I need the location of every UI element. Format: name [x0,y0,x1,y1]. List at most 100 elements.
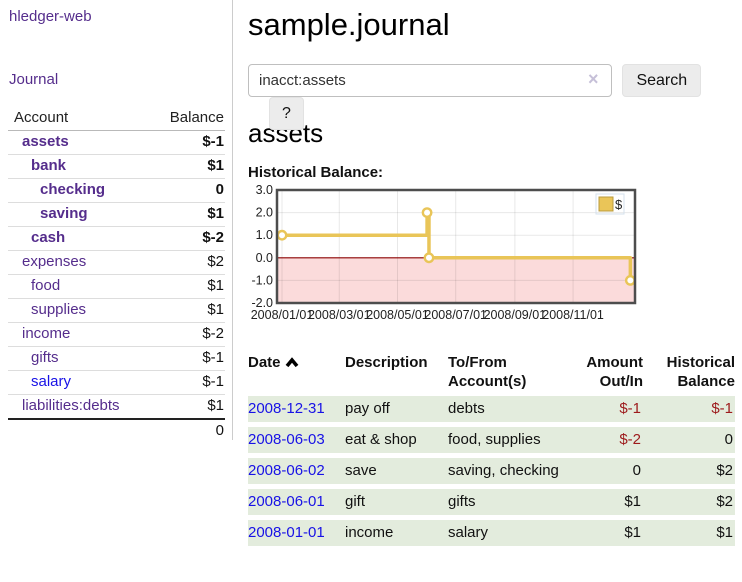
transaction-balance: $-1 [643,396,735,422]
account-balance: $1 [148,154,225,179]
account-name-cell: cash [8,226,149,251]
svg-text:2.0: 2.0 [256,206,273,220]
svg-text:-2.0: -2.0 [251,296,273,310]
transaction-amount: $1 [563,489,643,515]
nav-journal-link[interactable]: Journal [9,71,59,88]
accounts-header-row: Account Balance [8,106,225,131]
transaction-description: income [345,520,448,546]
transaction-description: eat & shop [345,427,448,453]
transaction-date: 2008-01-01 [248,520,345,546]
register-table: Date Description To/From Account(s) Amou… [248,348,735,551]
register-header-tofrom: To/From Account(s) [448,354,527,390]
transaction-balance: $2 [643,489,735,515]
transaction-balance: $1 [643,520,735,546]
page-title: sample.journal [248,7,450,42]
transaction-accounts: saving, checking [448,458,563,484]
account-link[interactable]: liabilities:debts [22,397,120,414]
svg-text:2008/03/01: 2008/03/01 [308,308,371,322]
account-balance: $-1 [148,130,225,155]
transaction-date-link[interactable]: 2008-01-01 [248,524,325,541]
account-balance: $1 [148,274,225,299]
account-name-cell: assets [8,130,149,155]
account-link[interactable]: bank [31,157,67,174]
search-input[interactable] [248,64,612,97]
svg-text:2008/01/01: 2008/01/01 [251,308,314,322]
svg-text:$: $ [615,197,623,212]
register-header-balance: Historical Balance [666,354,735,390]
transaction-description: pay off [345,396,448,422]
svg-text:0.0: 0.0 [256,251,273,265]
account-name-cell: bank [8,154,149,179]
transaction-amount: 0 [563,458,643,484]
search-button[interactable]: Search [622,64,702,97]
transaction-accounts: food, supplies [448,427,563,453]
account-name-cell: salary [8,370,149,395]
accounts-header-account: Account [8,106,149,131]
account-balance: $1 [148,298,225,323]
account-row: supplies $1 [8,298,225,323]
account-balance: $-2 [148,226,225,251]
clear-search-icon[interactable]: × [588,69,599,89]
svg-text:2008/05/01: 2008/05/01 [366,308,429,322]
register-row: 2008-06-03 eat & shop food, supplies $-2 0 [248,427,735,453]
transaction-date-link[interactable]: 2008-06-01 [248,493,325,510]
register-header-row: Date Description To/From Account(s) Amou… [248,353,735,391]
transaction-description: gift [345,489,448,515]
app-brand-link[interactable]: hledger-web [9,8,92,25]
transaction-date: 2008-12-31 [248,396,345,422]
account-name-cell: checking [8,178,149,203]
transaction-accounts: debts [448,396,563,422]
account-row: food $1 [8,274,225,299]
account-link[interactable]: food [31,277,61,294]
transaction-date-link[interactable]: 2008-06-03 [248,431,325,448]
register-header-date[interactable]: Date [248,353,345,391]
transaction-description: save [345,458,448,484]
account-link[interactable]: income [22,325,71,342]
svg-text:1.0: 1.0 [256,228,273,242]
register-row: 2008-12-31 pay off debts $-1 $-1 [248,396,735,422]
register-header-description: Description [345,354,428,371]
accounts-header-balance: Balance [148,106,225,131]
account-row: expenses $2 [8,250,225,275]
account-link[interactable]: gifts [31,349,59,366]
account-name-cell: gifts [8,346,149,371]
accounts-total-value: 0 [148,418,225,443]
register-row: 2008-01-01 income salary $1 $1 [248,520,735,546]
transaction-amount: $-2 [563,427,643,453]
transaction-accounts: salary [448,520,563,546]
chart-svg: $3.0 2.0 1.0 0.0 -1.0 -2.02008/01/012008/03/0… [251,183,637,322]
transaction-accounts: gifts [448,489,563,515]
svg-text:2008/11/01: 2008/11/01 [542,308,604,322]
help-button[interactable]: ? [269,97,304,130]
account-row: liabilities:debts $1 [8,394,225,420]
search-form: × Search? [248,64,740,130]
chart-title: Historical Balance: [248,164,384,181]
account-row: saving $1 [8,202,225,227]
account-link[interactable]: assets [22,133,69,150]
account-balance: 0 [148,178,225,203]
svg-text:-1.0: -1.0 [251,273,273,287]
account-row: cash $-2 [8,226,225,251]
account-link[interactable]: salary [31,373,72,390]
transaction-date: 2008-06-03 [248,427,345,453]
transaction-balance: 0 [643,427,735,453]
account-link[interactable]: checking [40,181,106,198]
register-header-amount: Amount Out/In [586,354,643,390]
account-link[interactable]: cash [31,229,66,246]
account-row: salary $-1 [8,370,225,395]
account-balance: $1 [148,394,225,420]
account-row: checking 0 [8,178,225,203]
account-link[interactable]: supplies [31,301,87,318]
transaction-date-link[interactable]: 2008-12-31 [248,400,325,417]
accounts-total-spacer [8,418,149,443]
account-balance: $2 [148,250,225,275]
transaction-amount: $-1 [563,396,643,422]
transaction-amount: $1 [563,520,643,546]
account-link[interactable]: expenses [22,253,87,270]
historical-balance-chart: $3.0 2.0 1.0 0.0 -1.0 -2.0 2008/01/01 2008/03/0… [245,183,740,336]
transaction-date-link[interactable]: 2008-06-02 [248,462,325,479]
account-name-cell: saving [8,202,149,227]
account-link[interactable]: saving [40,205,88,222]
accounts-total-row: 0 [8,418,225,443]
accounts-balance-table: Account Balance assets $-1 bank $1 checking 0… [8,106,225,443]
